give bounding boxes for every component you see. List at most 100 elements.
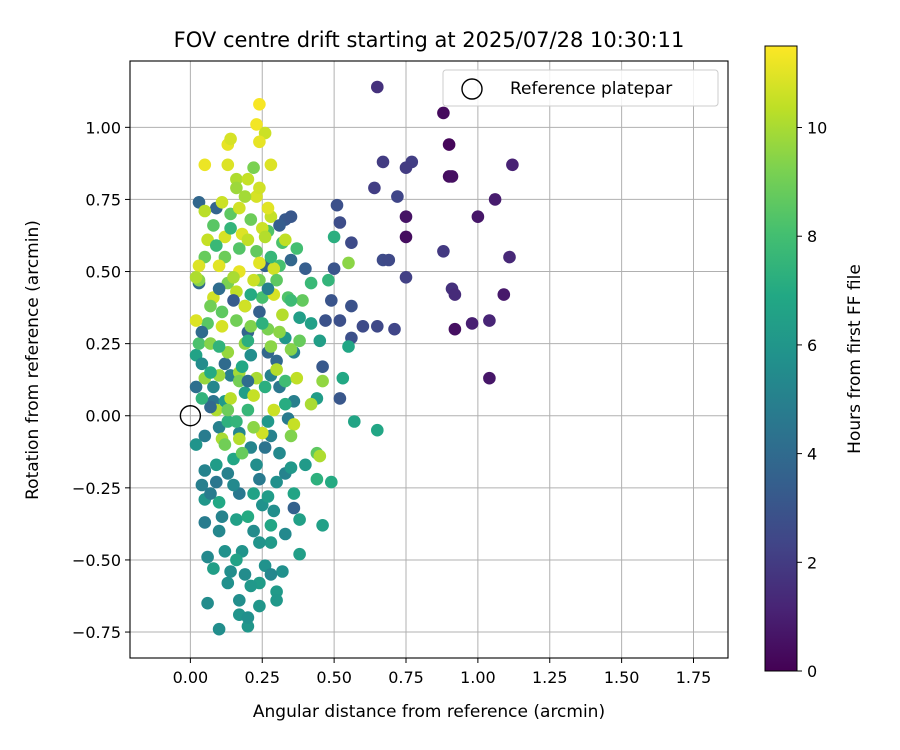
data-point <box>244 288 258 301</box>
data-point <box>399 161 413 174</box>
data-point <box>253 599 266 613</box>
data-point <box>253 472 266 486</box>
data-point <box>261 490 275 503</box>
data-point <box>471 210 485 223</box>
data-point <box>437 245 450 258</box>
data-point <box>267 504 281 518</box>
data-point <box>233 594 246 607</box>
data-point <box>210 475 223 489</box>
data-point <box>293 311 306 325</box>
data-point <box>244 579 258 593</box>
data-point <box>284 253 298 267</box>
data-point <box>198 516 212 529</box>
data-point <box>233 432 246 446</box>
colorbar-tick-label: 8 <box>807 227 817 246</box>
colorbar-tick-label: 0 <box>807 662 817 681</box>
data-point <box>448 322 462 336</box>
data-point <box>296 294 309 307</box>
data-point <box>235 446 249 460</box>
legend-marker <box>461 78 483 100</box>
data-point <box>371 423 384 437</box>
data-point <box>345 236 358 249</box>
data-point <box>241 334 255 348</box>
data-point <box>230 181 243 195</box>
data-point <box>391 190 404 203</box>
data-point <box>330 198 344 212</box>
data-point <box>192 337 206 350</box>
data-point <box>327 230 341 244</box>
y-tick-label: 0.75 <box>85 190 121 209</box>
data-point <box>221 403 235 417</box>
data-point <box>376 155 390 169</box>
data-point <box>204 366 217 379</box>
data-point <box>224 132 237 146</box>
data-point <box>224 565 237 578</box>
data-point <box>207 219 220 232</box>
chart-title: FOV centre drift starting at 2025/07/28 … <box>174 28 685 52</box>
data-point <box>264 340 278 353</box>
data-point <box>215 196 229 209</box>
data-point <box>218 357 232 371</box>
data-point <box>189 271 203 284</box>
data-point <box>290 242 304 255</box>
data-point <box>244 213 258 226</box>
data-point <box>253 98 266 111</box>
x-tick-label: 1.00 <box>460 668 496 687</box>
data-point <box>247 487 260 500</box>
data-point <box>253 181 266 195</box>
data-point <box>264 536 278 549</box>
data-point <box>250 458 263 472</box>
data-point <box>442 138 456 151</box>
data-point <box>201 596 214 610</box>
data-point <box>247 524 260 538</box>
data-point <box>287 418 301 431</box>
x-tick-label: 1.75 <box>676 668 712 687</box>
data-point <box>241 620 255 633</box>
data-point <box>227 271 240 284</box>
data-point <box>235 360 249 374</box>
data-point <box>189 314 203 327</box>
data-point <box>218 545 232 558</box>
data-point <box>333 216 347 229</box>
data-point <box>371 320 384 333</box>
data-point <box>221 467 235 480</box>
data-point <box>250 245 263 258</box>
data-point <box>448 288 462 301</box>
data-point <box>238 299 252 313</box>
data-point <box>322 273 335 287</box>
data-point <box>230 415 243 428</box>
data-point <box>273 446 286 460</box>
data-point <box>192 259 206 273</box>
data-point <box>227 294 240 307</box>
data-point <box>198 429 212 443</box>
data-point <box>287 487 301 500</box>
y-tick-label: 0.50 <box>85 263 121 282</box>
data-point <box>293 334 306 348</box>
data-point <box>241 172 255 186</box>
data-point <box>273 219 286 232</box>
data-point <box>215 510 229 523</box>
data-point <box>342 256 355 270</box>
data-point <box>273 325 286 339</box>
data-point <box>316 519 329 532</box>
x-tick-label: 0.75 <box>388 668 424 687</box>
y-tick-label: −0.75 <box>72 623 121 642</box>
data-point <box>270 475 283 489</box>
data-point <box>247 161 260 174</box>
legend-entry: Reference platepar <box>510 79 672 99</box>
data-point <box>241 510 255 523</box>
data-point <box>212 282 226 296</box>
data-point <box>284 210 298 223</box>
data-point <box>241 611 255 624</box>
data-point <box>250 118 263 131</box>
data-point <box>497 288 511 301</box>
data-point <box>247 389 260 402</box>
colorbar-ticks: 0 2 4 6 8 10 <box>797 119 827 681</box>
data-point <box>325 475 338 489</box>
data-point <box>264 250 278 264</box>
data-point <box>316 374 329 388</box>
data-point <box>399 271 413 284</box>
data-point <box>267 403 281 417</box>
data-points <box>189 80 519 636</box>
data-point <box>195 478 209 492</box>
